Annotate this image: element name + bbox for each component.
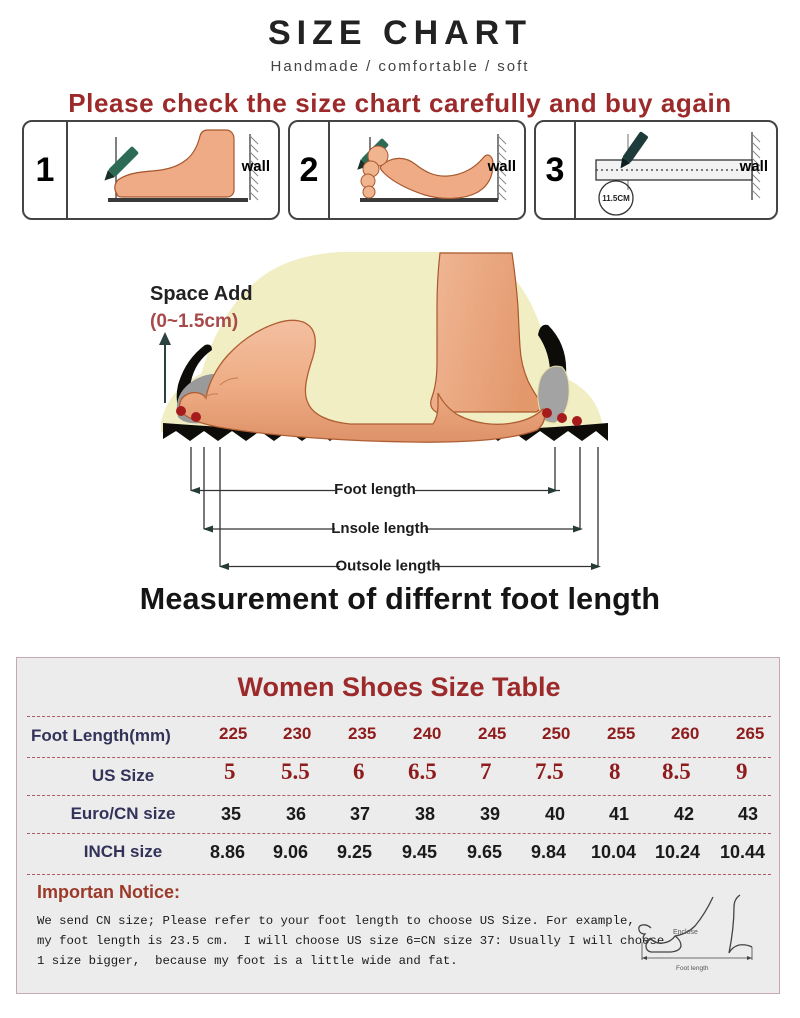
svg-text:Lnsole length: Lnsole length — [331, 520, 429, 537]
svg-text:Enclose: Enclose — [673, 929, 698, 936]
svg-text:Foot length: Foot length — [334, 481, 416, 498]
svg-text:Outsole length: Outsole length — [336, 558, 441, 575]
svg-text:Foot length: Foot length — [676, 965, 709, 972]
